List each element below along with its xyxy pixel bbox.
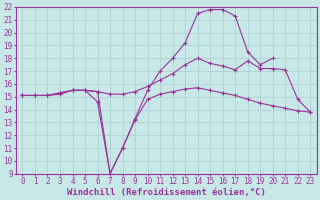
X-axis label: Windchill (Refroidissement éolien,°C): Windchill (Refroidissement éolien,°C) (67, 188, 266, 197)
